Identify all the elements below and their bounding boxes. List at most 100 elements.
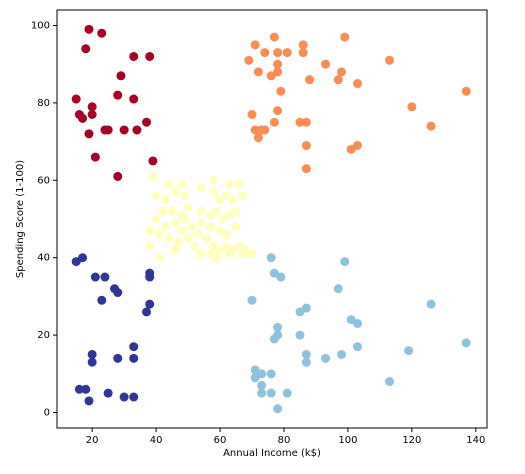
point [113, 288, 123, 298]
x-tick-label: 40 [150, 435, 163, 446]
point [250, 40, 260, 50]
point [228, 195, 238, 205]
point [154, 229, 164, 239]
point [337, 67, 347, 77]
point [253, 67, 263, 77]
x-axis-label: Annual Income (k$) [223, 448, 321, 459]
point [180, 191, 190, 201]
point [269, 32, 279, 42]
x-tick-label: 20 [86, 435, 99, 446]
y-tick-label: 100 [31, 20, 50, 31]
point [298, 40, 308, 50]
point [269, 117, 279, 127]
point [87, 102, 97, 112]
point [180, 214, 190, 224]
point [209, 175, 219, 185]
point [212, 253, 222, 263]
point [231, 222, 241, 232]
point [90, 152, 100, 162]
point [167, 206, 177, 216]
point [257, 369, 267, 379]
point [113, 90, 123, 100]
point [237, 191, 247, 201]
point [90, 272, 100, 282]
point [129, 51, 139, 61]
point [461, 338, 471, 348]
point [103, 125, 113, 135]
y-tick-label: 20 [37, 330, 50, 341]
point [189, 241, 199, 251]
point [260, 48, 270, 58]
point [244, 55, 254, 65]
point [260, 125, 270, 135]
point [87, 349, 97, 359]
point [196, 183, 206, 193]
point [74, 384, 84, 394]
point [183, 202, 193, 212]
point [164, 233, 174, 243]
point [151, 214, 161, 224]
point [212, 206, 222, 216]
point [295, 330, 305, 340]
point [145, 241, 155, 251]
point [273, 322, 283, 332]
point [142, 307, 152, 317]
point [202, 233, 212, 243]
point [87, 357, 97, 367]
y-tick-label: 80 [37, 98, 50, 109]
point [301, 164, 311, 174]
point [266, 253, 276, 263]
point [158, 206, 168, 216]
point [269, 334, 279, 344]
point [225, 179, 235, 189]
point [247, 110, 257, 119]
y-tick-label: 60 [37, 175, 50, 186]
point [170, 245, 180, 255]
point [301, 349, 311, 359]
point [273, 48, 283, 58]
point [97, 28, 107, 38]
point [426, 121, 436, 131]
point [321, 353, 331, 363]
point [129, 392, 139, 402]
point [340, 32, 350, 42]
point [196, 249, 206, 259]
point [253, 133, 263, 143]
point [129, 353, 139, 363]
y-tick-label: 40 [37, 253, 50, 264]
point [384, 377, 394, 387]
point [170, 218, 180, 228]
x-tick-label: 80 [278, 435, 291, 446]
point [273, 106, 283, 116]
point [170, 187, 180, 197]
point [177, 179, 187, 189]
point [145, 299, 155, 309]
point [209, 187, 219, 197]
point [145, 51, 155, 61]
point [337, 349, 347, 359]
point [196, 218, 206, 228]
point [266, 388, 276, 398]
point [148, 171, 158, 181]
point [461, 86, 471, 96]
point [164, 179, 174, 189]
x-tick-label: 60 [214, 435, 227, 446]
point [161, 222, 171, 232]
point [353, 342, 363, 352]
point [276, 272, 286, 282]
point [298, 48, 308, 58]
point [84, 24, 94, 34]
x-tick-label: 120 [402, 435, 421, 446]
point [295, 117, 305, 127]
point [132, 125, 142, 135]
point [273, 404, 283, 414]
point [333, 75, 343, 85]
point [301, 117, 311, 127]
point [273, 59, 283, 69]
point [103, 388, 113, 398]
point [193, 229, 203, 239]
point [250, 125, 260, 135]
point [353, 140, 363, 150]
point [148, 156, 158, 166]
